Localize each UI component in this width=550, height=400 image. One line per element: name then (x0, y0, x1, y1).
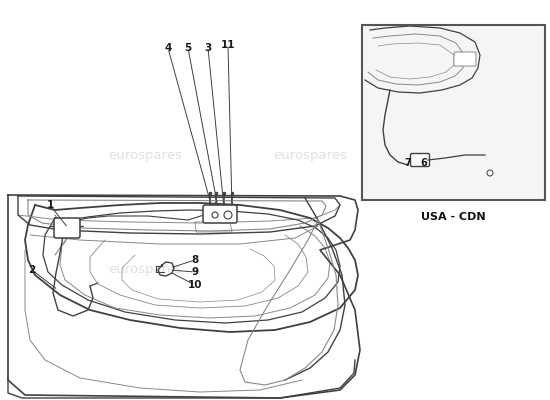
Text: 9: 9 (191, 267, 199, 277)
Text: 10: 10 (188, 280, 202, 290)
Text: 3: 3 (205, 43, 212, 53)
Text: 8: 8 (191, 255, 199, 265)
Text: 5: 5 (184, 43, 191, 53)
Circle shape (224, 211, 232, 219)
Text: eurospares: eurospares (108, 264, 182, 276)
Text: eurospares: eurospares (363, 104, 437, 116)
Text: eurospares: eurospares (273, 148, 347, 162)
Text: 1: 1 (46, 200, 54, 210)
Circle shape (212, 212, 218, 218)
Text: 11: 11 (221, 40, 235, 50)
Text: 7: 7 (405, 158, 411, 168)
Text: 2: 2 (29, 265, 36, 275)
Text: eurospares: eurospares (108, 148, 182, 162)
FancyBboxPatch shape (203, 205, 237, 223)
FancyBboxPatch shape (410, 154, 430, 166)
Text: 6: 6 (421, 158, 427, 168)
FancyBboxPatch shape (54, 218, 80, 238)
Text: 4: 4 (164, 43, 172, 53)
FancyBboxPatch shape (362, 25, 545, 200)
FancyBboxPatch shape (454, 52, 476, 66)
Circle shape (487, 170, 493, 176)
Text: USA - CDN: USA - CDN (421, 212, 486, 222)
